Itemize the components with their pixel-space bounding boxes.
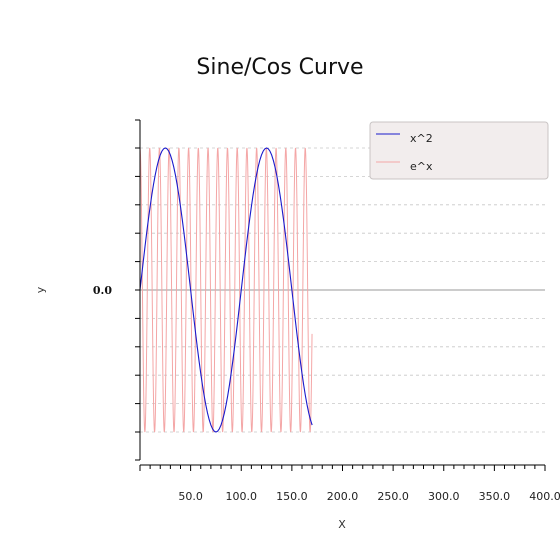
y-axis-label: y	[34, 286, 47, 293]
chart-title: Sine/Cos Curve	[196, 55, 363, 80]
x-tick-label: 300.0	[428, 490, 460, 503]
legend-box	[369, 121, 549, 180]
legend: x^2 e^x	[369, 121, 549, 180]
x-tick-label: 150.0	[276, 490, 308, 503]
x-tick-label: 350.0	[479, 490, 511, 503]
series-line-0	[139, 147, 313, 433]
x-tick-label: 200.0	[327, 490, 359, 503]
x-tick-label: 400.0	[529, 490, 560, 503]
x-tick-label: 250.0	[377, 490, 409, 503]
legend-label-1: e^x	[410, 160, 433, 173]
y-tick-label: 0.0	[93, 284, 112, 297]
series-layer	[139, 147, 313, 433]
legend-label-0: x^2	[410, 132, 433, 145]
x-tick-label: 50.0	[178, 490, 203, 503]
x-axis-label: X	[338, 518, 346, 531]
series-line-1	[139, 147, 313, 433]
axes-layer: 0.0 50.0 100.0 150.0 200.0 250.0 300.0 350.0 400…	[93, 119, 560, 503]
x-tick-label: 100.0	[226, 490, 258, 503]
